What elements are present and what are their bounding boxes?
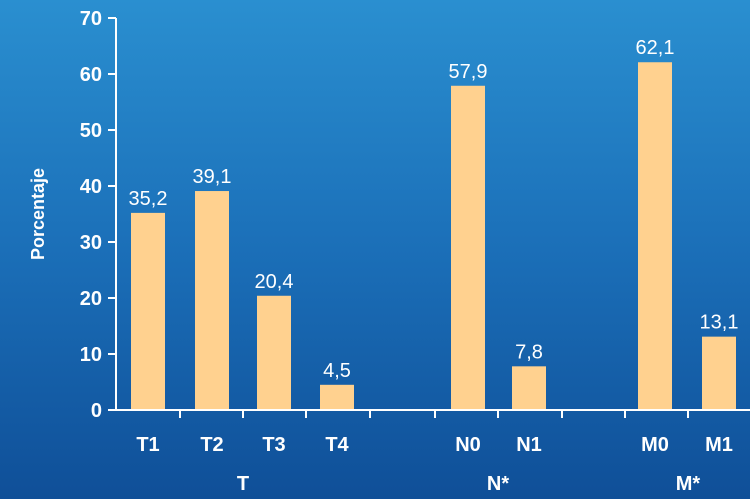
y-tick-label-0: 0 — [91, 400, 102, 422]
bar-t1 — [131, 212, 165, 410]
y-tick-label-60: 60 — [80, 64, 102, 86]
y-tick-label-10: 10 — [80, 344, 102, 366]
group-label-0: T — [237, 473, 249, 495]
bar-m1 — [702, 336, 736, 410]
y-tick-label-30: 30 — [80, 232, 102, 254]
group-label-1: N* — [487, 473, 509, 495]
y-tick-label-70: 70 — [80, 8, 102, 30]
y-tick-label-20: 20 — [80, 288, 102, 310]
x-tick-label-m0: M0 — [641, 434, 669, 456]
bar-t2 — [195, 191, 229, 410]
data-label-m0: 62,1 — [636, 37, 675, 59]
y-tick-label-40: 40 — [80, 176, 102, 198]
x-tick-label-t4: T4 — [325, 434, 349, 456]
x-tick-label-m1: M1 — [705, 434, 733, 456]
x-tick-label-t3: T3 — [262, 434, 285, 456]
x-tick-label-n0: N0 — [455, 434, 481, 456]
data-label-t2: 39,1 — [193, 166, 232, 188]
data-label-m1: 13,1 — [700, 312, 739, 334]
data-label-n0: 57,9 — [449, 61, 488, 83]
data-label-t4: 4,5 — [323, 360, 351, 382]
y-tick-label-50: 50 — [80, 120, 102, 142]
x-tick-label-t1: T1 — [136, 434, 159, 456]
group-label-2: M* — [676, 473, 701, 495]
bar-m0 — [638, 62, 672, 411]
data-label-n1: 7,8 — [515, 341, 543, 363]
bar-n0 — [451, 85, 485, 410]
bar-n1 — [512, 366, 546, 410]
bar-t3 — [257, 295, 291, 410]
x-tick-label-n1: N1 — [516, 434, 542, 456]
x-tick-label-t2: T2 — [200, 434, 223, 456]
y-axis-label: Porcentaje — [28, 168, 48, 260]
data-label-t3: 20,4 — [255, 271, 294, 293]
bar-t4 — [320, 384, 354, 410]
data-label-t1: 35,2 — [129, 188, 168, 210]
